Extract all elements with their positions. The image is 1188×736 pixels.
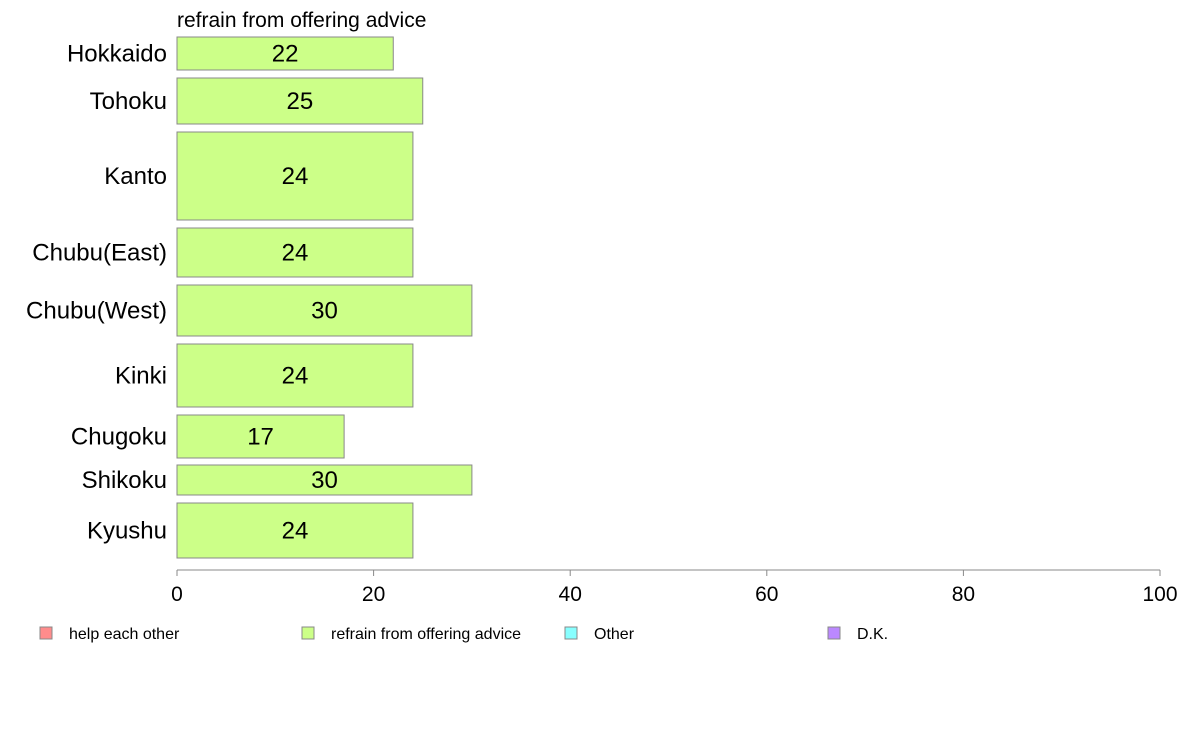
bar-value-label: 17	[247, 424, 274, 451]
x-tick-label: 20	[362, 583, 385, 606]
x-tick-label: 80	[952, 583, 975, 606]
bar	[176, 464, 473, 496]
bar-group: Shikoku 30	[82, 464, 473, 496]
bar	[176, 414, 345, 459]
bar-group: Tohoku 25	[90, 77, 424, 125]
legend-label: help each other	[69, 626, 180, 643]
legend-item: help each other	[39, 626, 180, 643]
legend-swatch	[827, 626, 841, 640]
bar-group: Chugoku 17	[71, 414, 345, 459]
category-label: Kyushu	[87, 518, 167, 545]
bar-value-label: 25	[287, 88, 314, 115]
bar	[176, 502, 414, 559]
x-tick-label: 40	[559, 583, 582, 606]
legend-swatch	[564, 626, 578, 640]
x-tick-label: 0	[171, 583, 183, 606]
category-label: Chubu(West)	[26, 298, 167, 325]
bar-value-label: 24	[282, 363, 309, 390]
category-label: Kinki	[115, 363, 167, 390]
bar	[176, 284, 473, 337]
legend: help each other refrain from offering adv…	[39, 626, 888, 643]
legend-swatch	[301, 626, 315, 640]
category-label: Kanto	[104, 163, 167, 190]
chart-title: refrain from offering advice	[177, 9, 426, 32]
bar	[176, 36, 394, 71]
bar-value-label: 24	[282, 518, 309, 545]
bar-group: Chubu(East) 24	[32, 227, 414, 278]
bar-group: Kyushu 24	[87, 502, 414, 559]
bar-value-label: 22	[272, 41, 299, 68]
legend-label: refrain from offering advice	[331, 626, 521, 643]
bar-group: Kinki 24	[115, 343, 414, 408]
category-label: Shikoku	[82, 467, 167, 494]
bar	[176, 77, 424, 125]
legend-item: D.K.	[827, 626, 888, 643]
legend-label: D.K.	[857, 626, 888, 643]
bar-value-label: 30	[311, 298, 338, 325]
bar-value-label: 24	[282, 163, 309, 190]
bar	[176, 131, 414, 221]
bar-group: Chubu(West) 30	[26, 284, 473, 337]
bar	[176, 343, 414, 408]
category-label: Chubu(East)	[32, 240, 167, 267]
bar-group: Kanto 24	[104, 131, 414, 221]
legend-label: Other	[594, 626, 635, 643]
bar-value-label: 30	[311, 467, 338, 494]
legend-item: Other	[564, 626, 635, 643]
category-label: Chugoku	[71, 424, 167, 451]
category-label: Tohoku	[90, 88, 167, 115]
bar-group: Hokkaido 22	[67, 36, 394, 71]
x-tick-label: 100	[1142, 583, 1177, 606]
category-label: Hokkaido	[67, 41, 167, 68]
bar	[176, 227, 414, 278]
legend-swatch	[39, 626, 53, 640]
legend-item: refrain from offering advice	[301, 626, 521, 643]
bar-value-label: 24	[282, 240, 309, 267]
x-tick-label: 60	[755, 583, 778, 606]
x-axis: 0 20 40 60 80 100	[171, 569, 1178, 606]
